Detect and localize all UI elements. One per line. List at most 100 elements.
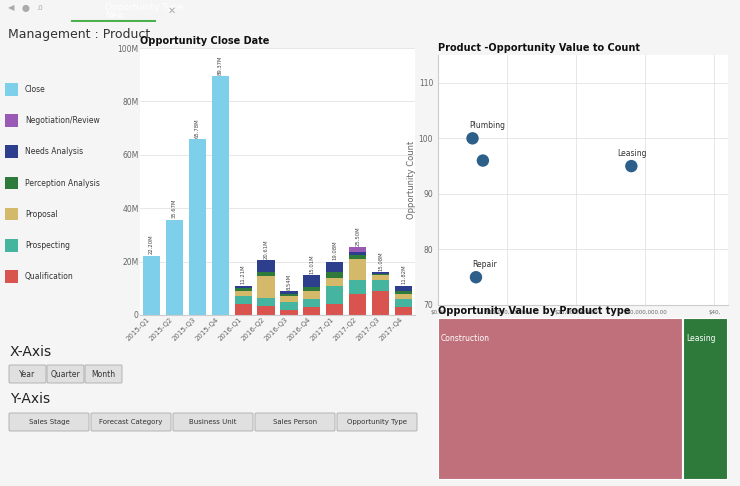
Bar: [258, 306, 275, 315]
Text: Sales Person: Sales Person: [273, 419, 317, 425]
Bar: [166, 220, 183, 315]
Text: Opportunity Type: Opportunity Type: [347, 419, 407, 425]
FancyBboxPatch shape: [255, 413, 335, 431]
Bar: [349, 247, 366, 252]
Text: Close: Close: [25, 85, 46, 94]
Text: Business Unit: Business Unit: [189, 419, 237, 425]
Bar: [5, 145, 18, 158]
Text: 15.01M: 15.01M: [309, 254, 314, 274]
Text: .0: .0: [36, 5, 43, 11]
Text: Y-Axis: Y-Axis: [10, 392, 50, 406]
Text: X-Axis: X-Axis: [10, 345, 52, 359]
Bar: [280, 291, 297, 294]
Bar: [326, 304, 343, 315]
Bar: [303, 299, 320, 307]
Bar: [235, 291, 252, 296]
Text: Forecast Category: Forecast Category: [99, 419, 163, 425]
Text: Prospecting: Prospecting: [25, 241, 70, 250]
Text: 22.20M: 22.20M: [149, 235, 154, 254]
FancyBboxPatch shape: [9, 365, 46, 383]
Bar: [349, 255, 366, 259]
Bar: [189, 139, 206, 315]
Bar: [372, 291, 389, 315]
Bar: [372, 275, 389, 280]
Bar: [5, 176, 18, 189]
Text: 11.21M: 11.21M: [240, 265, 246, 284]
Text: Product -Opportunity Value to Count: Product -Opportunity Value to Count: [438, 43, 640, 53]
Bar: [395, 307, 412, 315]
Text: Negotiation/Review: Negotiation/Review: [25, 116, 100, 125]
Point: [467, 135, 479, 142]
Bar: [349, 294, 366, 315]
Text: 20.61M: 20.61M: [263, 239, 269, 259]
Point: [470, 273, 482, 281]
Bar: [349, 280, 366, 294]
Bar: [5, 208, 18, 221]
Bar: [326, 286, 343, 304]
Text: Year: Year: [19, 369, 36, 379]
Bar: [395, 299, 412, 307]
Text: Management : Product: Management : Product: [8, 28, 150, 40]
Bar: [349, 252, 366, 255]
Text: Opportunity Close Date: Opportunity Close Date: [140, 36, 269, 46]
Text: Proposal: Proposal: [25, 210, 58, 219]
Text: 8.54M: 8.54M: [286, 274, 292, 290]
Text: Leasing: Leasing: [686, 334, 716, 343]
Bar: [303, 291, 320, 299]
Bar: [258, 272, 275, 276]
Bar: [326, 261, 343, 272]
Bar: [235, 286, 252, 288]
Bar: [395, 294, 412, 299]
Bar: [235, 304, 252, 315]
Bar: [280, 302, 297, 310]
Text: Needs Analysis: Needs Analysis: [25, 147, 83, 156]
Bar: [280, 296, 297, 302]
Bar: [303, 275, 320, 287]
Y-axis label: Opportunity Count: Opportunity Count: [407, 141, 416, 219]
Bar: [395, 291, 412, 294]
Text: 89.37M: 89.37M: [218, 55, 223, 75]
FancyBboxPatch shape: [47, 365, 84, 383]
X-axis label: Opportunity Value: Opportunity Value: [545, 318, 622, 327]
Bar: [372, 280, 389, 291]
FancyBboxPatch shape: [173, 413, 253, 431]
Text: ⬤: ⬤: [22, 4, 30, 12]
Text: Repair: Repair: [473, 260, 497, 269]
FancyBboxPatch shape: [337, 413, 417, 431]
Text: 65.78M: 65.78M: [195, 119, 200, 138]
Bar: [438, 318, 683, 480]
Text: Construction: Construction: [441, 334, 490, 343]
Text: ◀: ◀: [8, 3, 15, 13]
Text: 35.67M: 35.67M: [172, 199, 177, 218]
Text: Perception Analysis: Perception Analysis: [25, 178, 100, 188]
Bar: [349, 259, 366, 280]
Bar: [5, 270, 18, 283]
Bar: [143, 256, 160, 315]
Bar: [258, 260, 275, 272]
Text: Leasing: Leasing: [617, 149, 647, 158]
Text: Plumbing: Plumbing: [469, 121, 505, 130]
Text: Qualification: Qualification: [25, 272, 74, 281]
Bar: [372, 274, 389, 275]
Bar: [683, 318, 728, 480]
Bar: [235, 296, 252, 304]
Text: ✕: ✕: [168, 6, 176, 16]
Text: Month: Month: [92, 369, 115, 379]
Point: [625, 162, 637, 170]
Bar: [303, 287, 320, 291]
Bar: [5, 114, 18, 127]
Text: Quarter: Quarter: [50, 369, 81, 379]
Bar: [326, 272, 343, 278]
Bar: [280, 294, 297, 296]
Text: 19.08M: 19.08M: [332, 241, 337, 260]
Bar: [395, 286, 412, 291]
Text: 25.50M: 25.50M: [355, 226, 360, 245]
Text: 11.82M: 11.82M: [401, 265, 406, 284]
Bar: [5, 239, 18, 252]
Bar: [212, 76, 229, 315]
Text: Sales Stage: Sales Stage: [29, 419, 70, 425]
Point: [477, 156, 489, 164]
Bar: [258, 276, 275, 297]
Bar: [280, 310, 297, 315]
Text: Opportunity Type: Opportunity Type: [105, 2, 183, 12]
